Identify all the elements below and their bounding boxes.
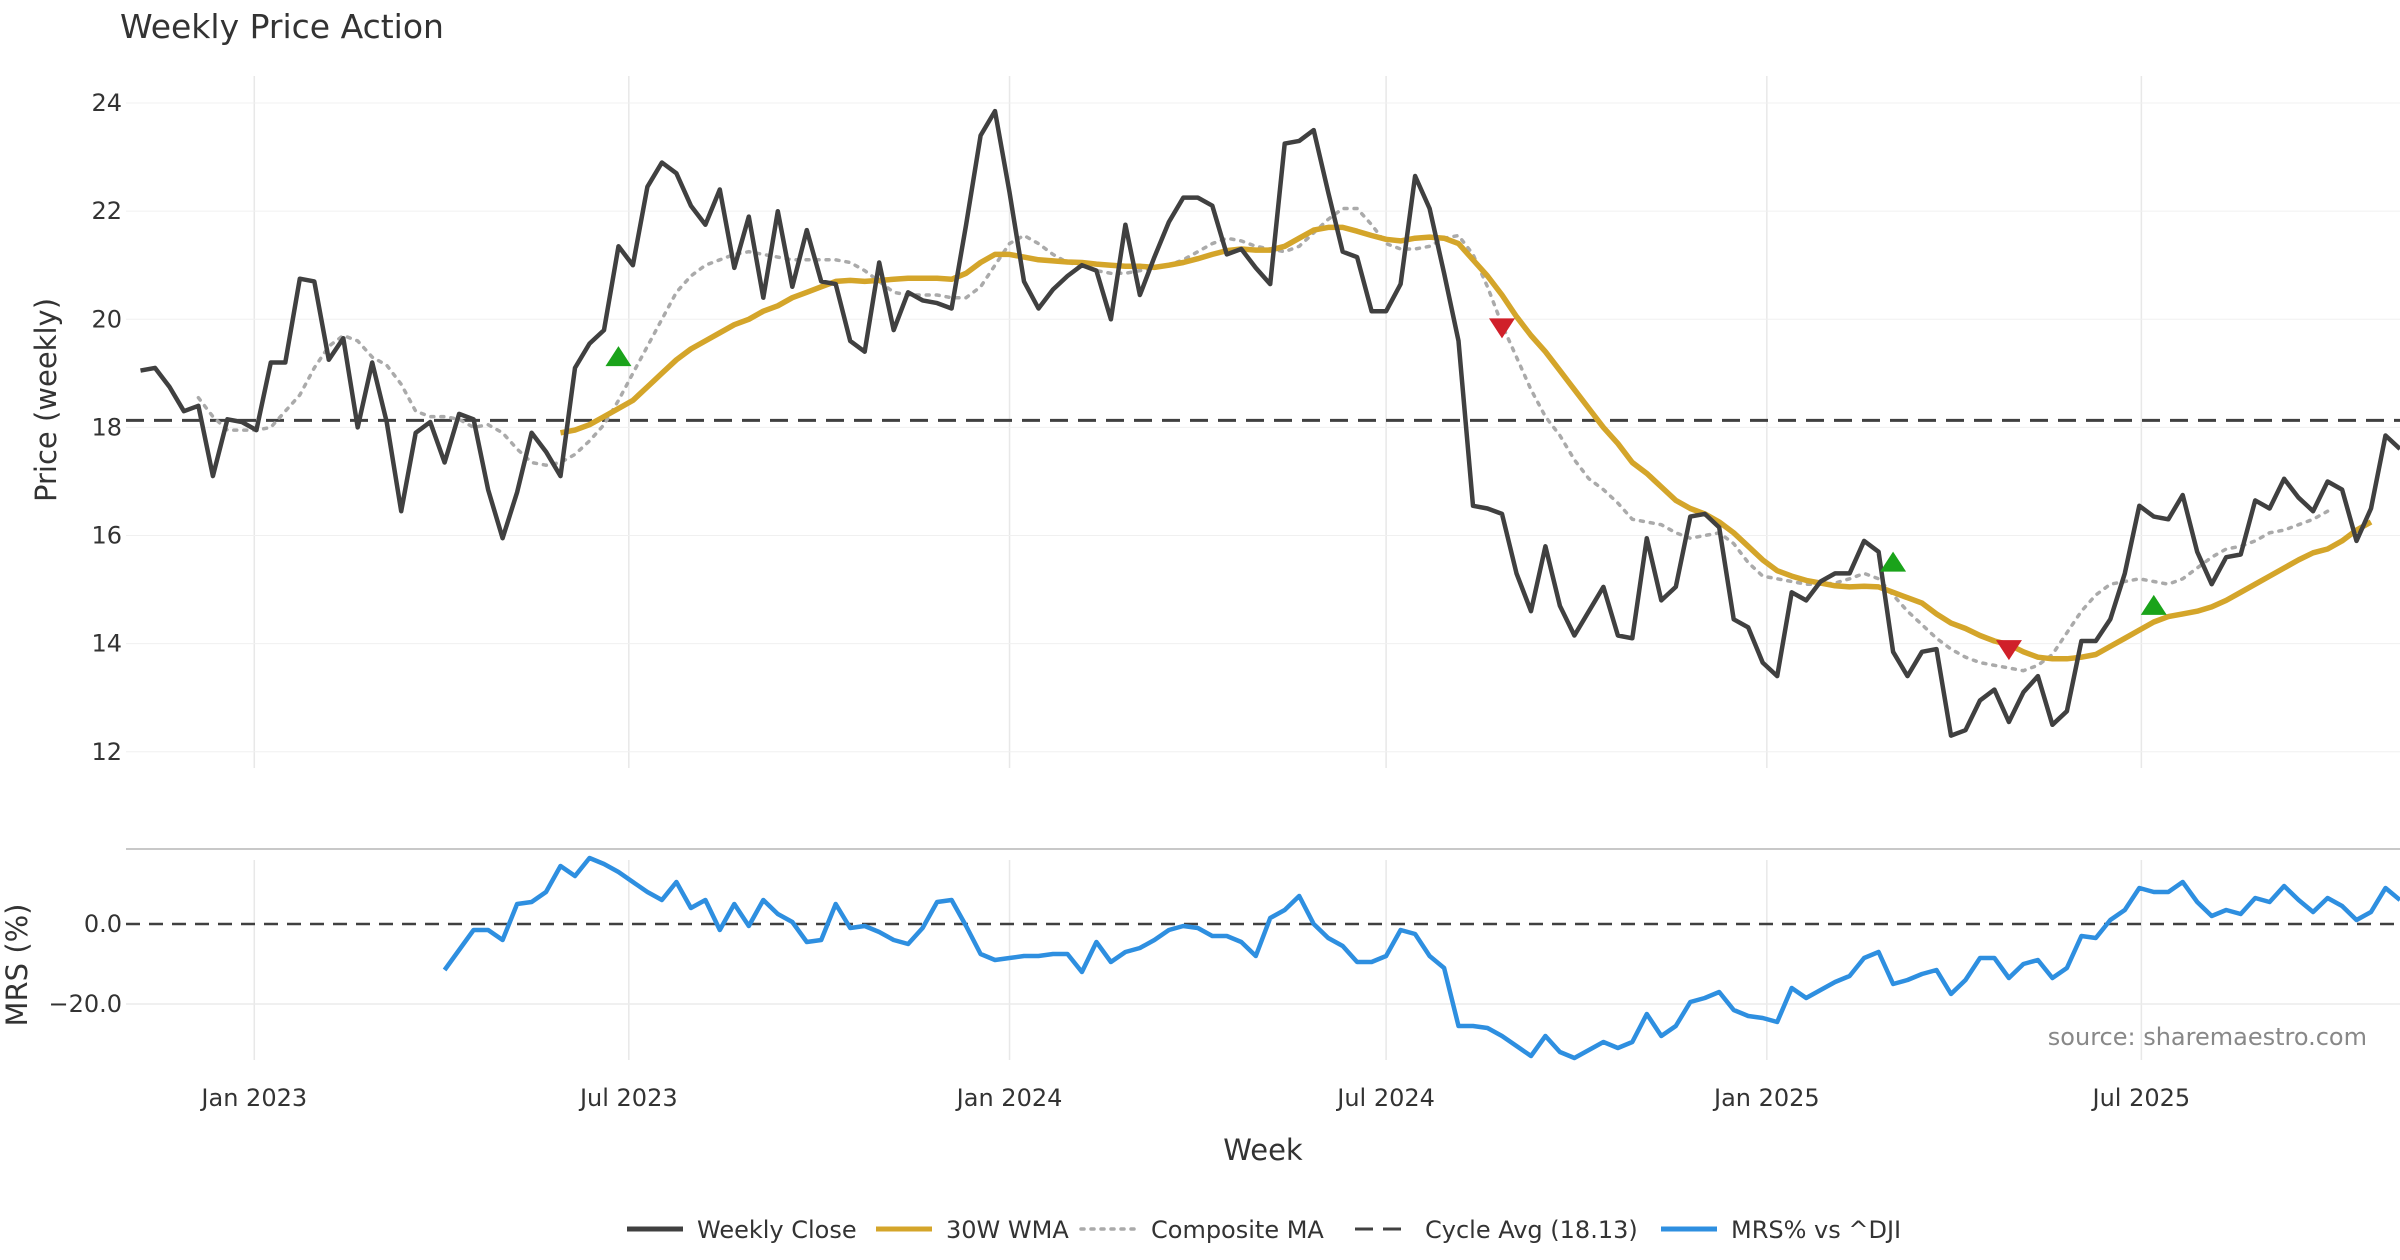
x-tick-label: Jan 2024 xyxy=(955,1084,1063,1112)
wma-30w-line xyxy=(559,224,2373,662)
source-note: source: sharemaestro.com xyxy=(2048,1023,2367,1051)
chart-title: Weekly Price Action xyxy=(120,7,444,46)
price-y-tick-label: 20 xyxy=(91,305,122,333)
x-tick-label: Jul 2025 xyxy=(2091,1084,2191,1112)
mrs-y-axis-label: MRS (%) xyxy=(0,904,34,1027)
buy-signal-marker xyxy=(1880,551,1907,572)
legend-label-composite: Composite MA xyxy=(1151,1216,1324,1244)
mrs-y-tick-label: 0.0 xyxy=(84,910,122,938)
buy-signal-marker xyxy=(2140,594,2167,615)
sell-signal-marker xyxy=(1488,318,1515,339)
mrs-y-tick-labels: 0.0 −20.0 xyxy=(48,910,122,1018)
buy-signal-marker xyxy=(605,346,632,367)
legend-label-close: Weekly Close xyxy=(697,1216,857,1244)
price-y-tick-label: 12 xyxy=(91,738,122,766)
x-tick-label: Jan 2025 xyxy=(1712,1084,1820,1112)
legend-label-cycle: Cycle Avg (18.13) xyxy=(1425,1216,1638,1244)
legend: Weekly Close 30W WMA Composite MA Cycle Avg… xyxy=(627,1216,1901,1244)
price-y-gridlines xyxy=(126,102,2400,753)
legend-label-mrs: MRS% vs ^DJI xyxy=(1731,1216,1901,1244)
mrs-line xyxy=(442,855,2400,1061)
price-y-tick-label: 24 xyxy=(91,89,122,117)
price-y-tick-label: 16 xyxy=(91,522,122,550)
price-y-tick-label: 18 xyxy=(91,413,122,441)
sell-signal-marker xyxy=(1995,640,2022,661)
mrs-y-tick-label: −20.0 xyxy=(48,990,122,1018)
weekly-close-line xyxy=(140,108,2400,738)
price-y-tick-label: 14 xyxy=(91,630,122,658)
x-tick-label: Jul 2023 xyxy=(578,1084,678,1112)
legend-label-wma: 30W WMA xyxy=(946,1216,1069,1244)
signal-markers xyxy=(605,318,2167,661)
price-y-tick-label: 22 xyxy=(91,197,122,225)
x-tick-label: Jan 2023 xyxy=(199,1084,307,1112)
price-y-tick-labels: 12 14 16 18 20 22 24 xyxy=(91,89,122,766)
x-tick-label: Jul 2024 xyxy=(1335,1084,1435,1112)
x-gridlines xyxy=(253,76,2143,1060)
x-tick-labels: Jan 2023 Jul 2023 Jan 2024 Jul 2024 Jan 2025… xyxy=(199,1084,2190,1112)
x-axis-label: Week xyxy=(1223,1133,1303,1167)
price-y-axis-label: Price (weekly) xyxy=(29,298,63,502)
